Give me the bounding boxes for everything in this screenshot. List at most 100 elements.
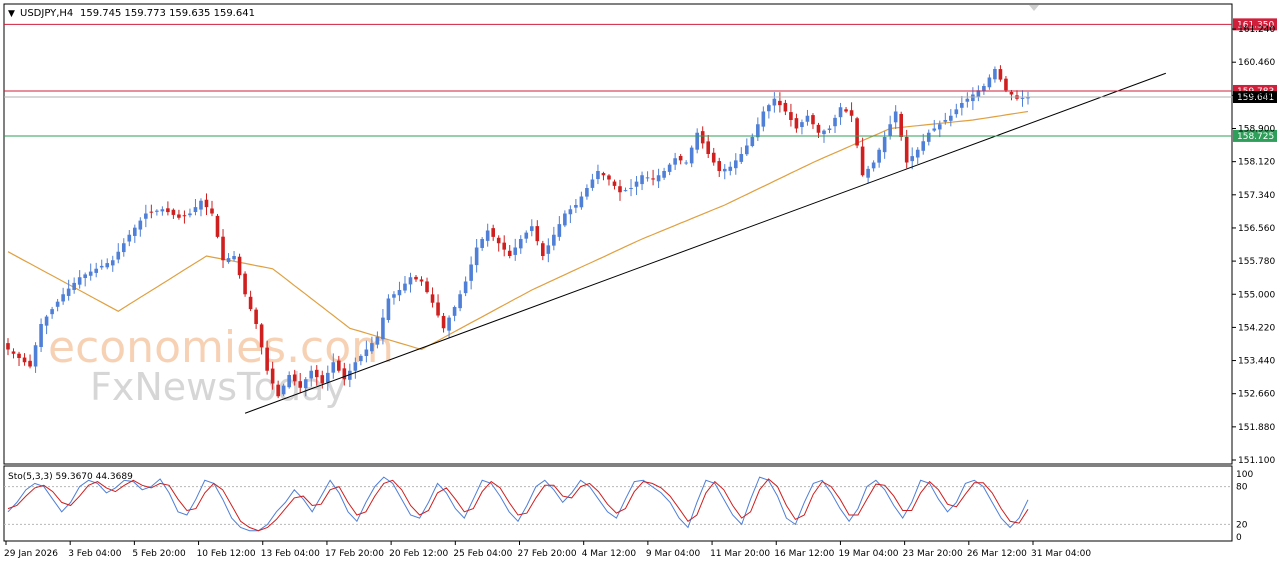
price-level-label: 161.350 — [1237, 20, 1274, 30]
candle-bull — [882, 137, 887, 153]
candle-bull — [105, 263, 110, 268]
candle-bull — [634, 181, 639, 187]
time-tick-label: 11 Mar 20:00 — [710, 549, 770, 559]
current-price-tag — [1233, 91, 1277, 104]
candle-bear — [171, 209, 176, 215]
candle-bull — [485, 230, 490, 241]
price-tick-label: 154.220 — [1238, 323, 1275, 333]
candle-bull — [121, 243, 126, 253]
candle-bull — [66, 288, 71, 296]
candle-bear — [535, 226, 540, 242]
price-level-tag — [1233, 129, 1277, 142]
candle-bull — [976, 90, 981, 97]
price-tick-label: 161.240 — [1238, 25, 1275, 35]
time-tick-label: 31 Mar 04:00 — [1031, 549, 1091, 559]
candle-bull — [524, 232, 529, 239]
candle-bear — [783, 102, 788, 112]
candle-bull — [88, 271, 93, 276]
candle-bull — [138, 220, 143, 230]
candle-bull — [926, 132, 931, 142]
price-tick-label: 153.440 — [1238, 357, 1275, 367]
candle-bear — [794, 118, 799, 129]
candle-bear — [276, 384, 280, 397]
candle-bull — [160, 209, 165, 212]
candle-bull — [44, 316, 49, 326]
candle-bull — [739, 154, 744, 162]
candle-bull — [932, 128, 937, 131]
candle-bull — [518, 239, 523, 249]
time-tick-label: 9 Mar 04:00 — [646, 549, 701, 559]
candle-bear — [215, 215, 220, 237]
candle-bull — [761, 111, 766, 127]
candle-bear — [502, 242, 507, 250]
candle-bear — [342, 368, 347, 380]
candle-bear — [292, 374, 297, 382]
candle-bear — [789, 112, 793, 120]
time-tick-label: 29 Jan 2026 — [4, 549, 58, 559]
candle-bear — [436, 302, 440, 316]
candle-bear — [6, 343, 10, 350]
stochastic-signal-line — [7, 478, 1029, 532]
candle-bear — [998, 69, 1003, 80]
candle-bull — [640, 175, 644, 185]
candle-bull — [546, 245, 551, 254]
candle-bull — [943, 120, 948, 122]
moving-average-line — [7, 110, 1029, 351]
candle-bull — [982, 86, 986, 91]
candle-bear — [491, 228, 495, 237]
candle-bear — [1009, 91, 1014, 95]
candle-bull — [877, 149, 881, 163]
candle-bear — [425, 281, 429, 293]
price-tick-label: 160.460 — [1238, 58, 1275, 68]
candle-bull — [987, 77, 992, 88]
candle-bear — [248, 296, 253, 310]
candle-bull — [133, 227, 137, 236]
candle-bull — [656, 175, 661, 182]
candle-bull — [469, 264, 473, 281]
candle-bear — [210, 208, 214, 214]
shift-marker-icon[interactable] — [1029, 5, 1039, 11]
candle-bull — [838, 107, 843, 118]
candle-bull — [827, 128, 832, 130]
candle-bear — [618, 186, 622, 193]
stochastic-label: Sto(5,3,3) 59.3670 44.3689 — [8, 472, 133, 482]
price-level-tag — [1233, 18, 1277, 31]
stochastic-tick-label: 100 — [1236, 470, 1253, 480]
candle-bear — [430, 294, 435, 303]
candle-bear — [414, 276, 418, 280]
candle-bull — [563, 213, 567, 226]
candle-bear — [711, 152, 716, 163]
candle-bear — [855, 118, 859, 146]
candle-bull — [568, 209, 573, 215]
candle-bull — [557, 224, 562, 237]
candle-bull — [386, 298, 391, 320]
price-tick-label: 151.100 — [1238, 456, 1275, 466]
candle-bull — [61, 294, 65, 302]
time-tick-label: 19 Mar 04:00 — [838, 549, 898, 559]
candle-bear — [254, 309, 258, 324]
candle-bull — [375, 336, 380, 345]
candle-bear — [177, 214, 181, 218]
candle-bull — [574, 205, 578, 208]
candle-bull — [364, 349, 369, 357]
time-tick-label: 27 Feb 20:00 — [518, 549, 577, 559]
candle-bear — [706, 141, 711, 154]
chart-menu-arrow-icon[interactable]: ▼ — [8, 9, 15, 19]
candle-bull — [937, 124, 942, 130]
candle-bull — [94, 268, 99, 273]
stochastic-tick-label: 20 — [1236, 520, 1248, 530]
candle-bear — [259, 324, 264, 348]
candle-bull — [1026, 97, 1030, 99]
candle-bull — [309, 370, 314, 379]
time-tick-label: 25 Feb 04:00 — [453, 549, 512, 559]
candle-bull — [281, 385, 286, 395]
candle-bull — [733, 160, 738, 169]
price-tick-label: 151.880 — [1238, 423, 1275, 433]
price-tick-label: 152.660 — [1238, 390, 1275, 400]
candle-bull — [971, 94, 975, 102]
candle-bull — [397, 290, 402, 296]
candle-bear — [778, 100, 782, 106]
candle-bear — [844, 109, 848, 112]
price-tick-label: 155.780 — [1238, 257, 1275, 267]
